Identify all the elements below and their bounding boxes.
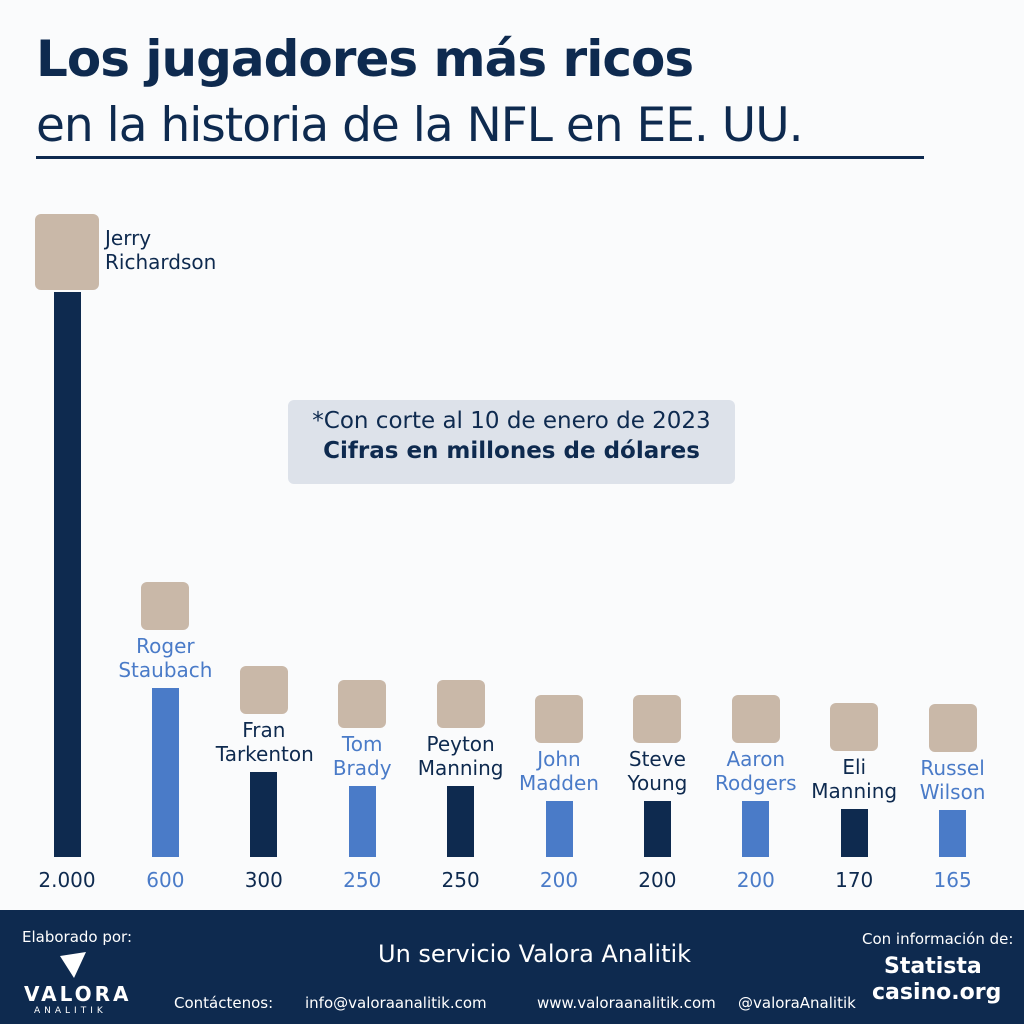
value-label: 250 (343, 868, 382, 892)
photo (239, 666, 288, 715)
photo (436, 680, 485, 729)
website[interactable]: www.valoraanalitik.com (537, 994, 716, 1012)
photo (633, 694, 682, 743)
value-label: 600 (146, 868, 185, 892)
bar-name: Eli Manning (811, 754, 898, 803)
note: *Con corte al 10 de enero de 2023 (312, 408, 711, 434)
photo (830, 702, 879, 751)
logo-icon (60, 952, 86, 978)
value-label: 170 (835, 868, 874, 892)
photo (35, 214, 99, 290)
chart-title: Los jugadores más ricos (36, 30, 694, 88)
twitter[interactable]: @valoraAnalitik (738, 994, 856, 1012)
bar (447, 786, 475, 857)
note-box: *Con corte al 10 de enero de 2023 Cifras… (288, 400, 735, 484)
bar-name: Peyton Manning (417, 732, 504, 781)
source: casino.org (872, 980, 1002, 1005)
bar (939, 810, 967, 857)
bar-name: Roger Staubach (118, 633, 213, 682)
bar (545, 800, 573, 857)
bar-name: Fran Tarkenton (215, 718, 314, 767)
bar (840, 808, 868, 857)
bar (151, 687, 179, 857)
bar (348, 786, 376, 857)
value-label: 250 (441, 868, 480, 892)
bar (643, 800, 671, 857)
bar (250, 772, 278, 857)
email[interactable]: info@valoraanalitik.com (305, 994, 487, 1012)
chart-subtitle: en la historia de la NFL en EE. UU. (36, 98, 804, 153)
value-label: 300 (244, 868, 283, 892)
bar-name: Jerry Richardson (105, 226, 217, 274)
bar-name: Aaron Rodgers (715, 746, 797, 795)
bar-name: Tom Brady (332, 732, 392, 781)
logo: VALORA (24, 982, 132, 1006)
bar-name: Russel Wilson (919, 756, 986, 805)
value-label: 165 (933, 868, 972, 892)
source-label: Con información de: (862, 930, 1014, 948)
logo-sub: ANALITIK (34, 1006, 107, 1016)
title-rule (36, 156, 924, 159)
value-label: 200 (539, 868, 579, 892)
bar-name: John Madden (519, 746, 599, 795)
source: Statista (884, 954, 982, 979)
bar (742, 800, 770, 857)
made-by: Elaborado por: (22, 928, 133, 946)
value-label: 200 (736, 868, 775, 892)
contact-label: Contáctenos: (174, 994, 274, 1012)
bar-name: Steve Young (627, 746, 688, 795)
photo (338, 680, 387, 729)
footer: Elaborado por: VALORA ANALITIK Un servic… (0, 910, 1024, 1024)
photo (535, 694, 583, 743)
photo (141, 581, 190, 630)
photo (928, 704, 977, 753)
photo (731, 694, 780, 743)
value-label: 2.000 (38, 868, 96, 892)
bar (53, 292, 81, 857)
service: Un servicio Valora Analitik (378, 940, 692, 968)
value-label: 200 (638, 868, 677, 892)
note: Cifras en millones de dólares (323, 438, 700, 464)
